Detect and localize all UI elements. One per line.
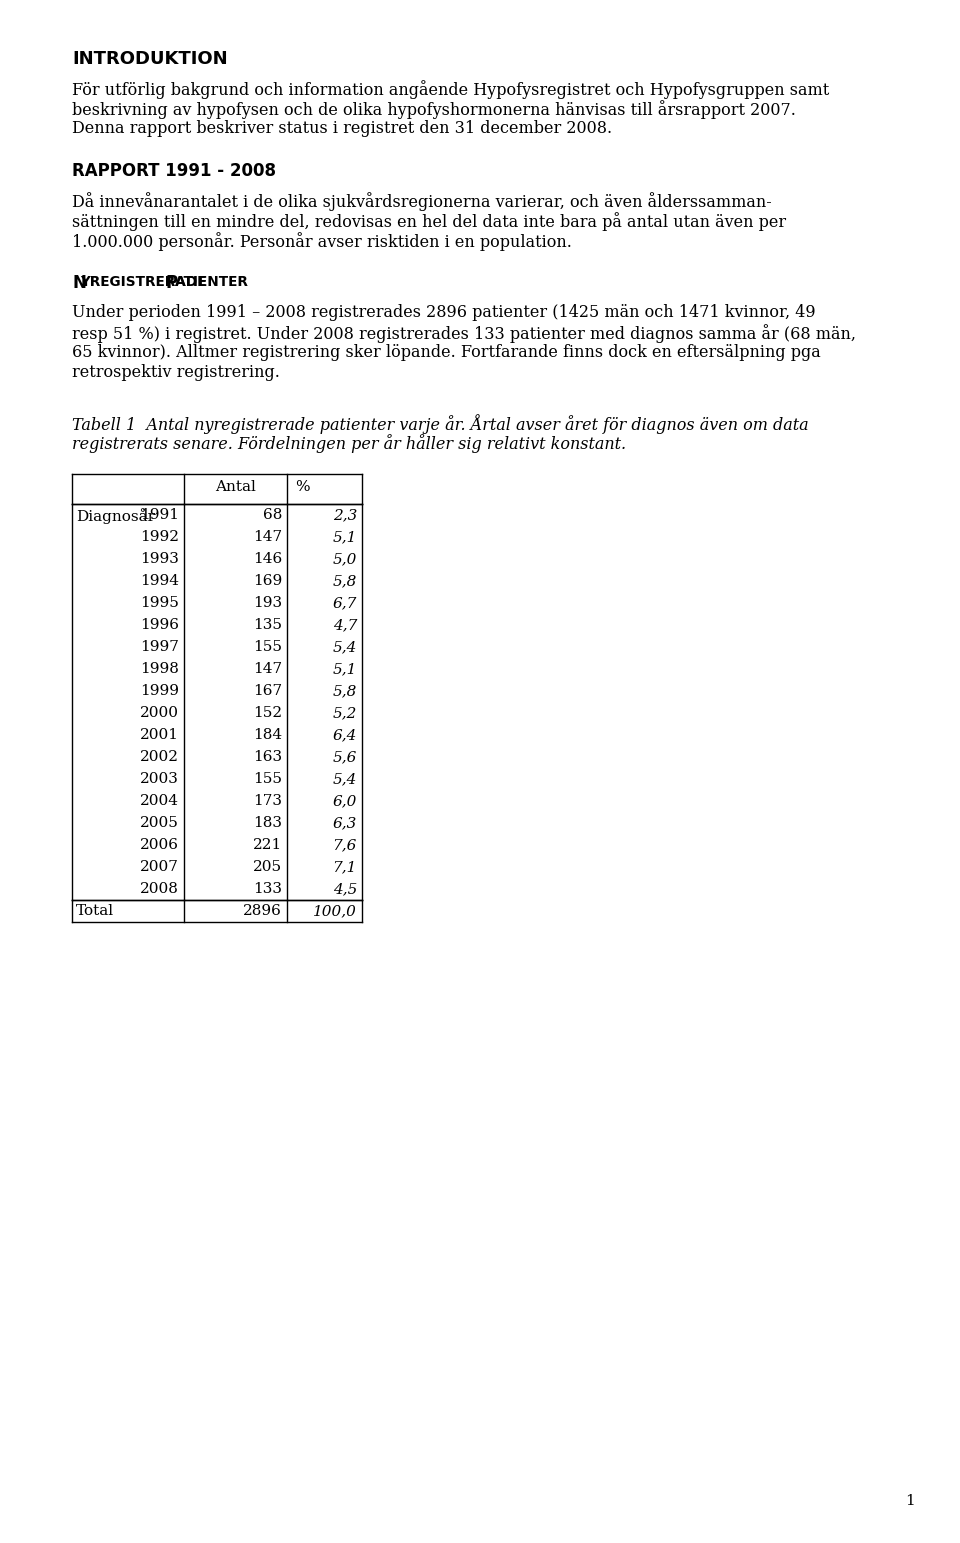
Text: 7,1: 7,1 (332, 859, 357, 873)
Text: 2007: 2007 (140, 859, 179, 873)
Text: 5,8: 5,8 (332, 684, 357, 697)
Text: 2001: 2001 (140, 728, 179, 742)
Text: 152: 152 (252, 707, 282, 721)
Text: 1996: 1996 (140, 619, 179, 633)
Text: 1998: 1998 (140, 662, 179, 676)
Text: RAPPORT 1991 - 2008: RAPPORT 1991 - 2008 (72, 162, 276, 181)
Text: 4,7: 4,7 (332, 619, 357, 633)
Text: 5,4: 5,4 (332, 772, 357, 785)
Text: Total: Total (76, 904, 114, 918)
Text: 5,1: 5,1 (332, 529, 357, 545)
Text: 1992: 1992 (140, 529, 179, 545)
Text: 1991: 1991 (140, 508, 179, 522)
Text: 5,4: 5,4 (332, 640, 357, 654)
Text: sättningen till en mindre del, redovisas en hel del data inte bara på antal utan: sättningen till en mindre del, redovisas… (72, 211, 786, 231)
Text: N: N (72, 275, 85, 292)
Text: 193: 193 (252, 596, 282, 609)
Text: 5,0: 5,0 (332, 552, 357, 566)
Text: 155: 155 (253, 640, 282, 654)
Text: 2003: 2003 (140, 772, 179, 785)
Text: 2006: 2006 (140, 838, 179, 852)
Text: 1: 1 (905, 1494, 915, 1508)
Text: resp 51 %) i registret. Under 2008 registrerades 133 patienter med diagnos samma: resp 51 %) i registret. Under 2008 regis… (72, 324, 856, 343)
Text: 65 kvinnor). Alltmer registrering sker löpande. Fortfarande finns dock en efters: 65 kvinnor). Alltmer registrering sker l… (72, 344, 821, 361)
Text: registrerats senare. Fördelningen per år håller sig relativt konstant.: registrerats senare. Fördelningen per år… (72, 434, 626, 454)
Text: 2896: 2896 (243, 904, 282, 918)
Text: 6,4: 6,4 (332, 728, 357, 742)
Text: 5,1: 5,1 (332, 662, 357, 676)
Text: beskrivning av hypofysen och de olika hypofyshormonerna hänvisas till årsrapport: beskrivning av hypofysen och de olika hy… (72, 100, 796, 119)
Text: 155: 155 (253, 772, 282, 785)
Text: Diagnosår: Diagnosår (76, 508, 155, 525)
Text: 5,8: 5,8 (332, 574, 357, 588)
Text: 2004: 2004 (140, 795, 179, 809)
Text: 6,0: 6,0 (332, 795, 357, 809)
Text: 135: 135 (253, 619, 282, 633)
Text: 2,3: 2,3 (332, 508, 357, 522)
Text: 7,6: 7,6 (332, 838, 357, 852)
Text: 2000: 2000 (140, 707, 179, 721)
Text: 184: 184 (252, 728, 282, 742)
Text: 6,3: 6,3 (332, 816, 357, 830)
Text: ATIENTER: ATIENTER (175, 275, 249, 289)
Text: retrospektiv registrering.: retrospektiv registrering. (72, 364, 280, 381)
Text: %: % (295, 480, 310, 494)
Text: 1999: 1999 (140, 684, 179, 697)
Text: 205: 205 (252, 859, 282, 873)
Text: För utförlig bakgrund och information angående Hypofysregistret och Hypofysgrupp: För utförlig bakgrund och information an… (72, 80, 829, 99)
Text: 4,5: 4,5 (332, 883, 357, 896)
Text: INTRODUKTION: INTRODUKTION (72, 49, 228, 68)
Text: 183: 183 (253, 816, 282, 830)
Text: Då innevånarantalet i de olika sjukvårdsregionerna varierar, och även ålderssamm: Då innevånarantalet i de olika sjukvårds… (72, 191, 772, 211)
Text: 2008: 2008 (140, 883, 179, 896)
Text: 2005: 2005 (140, 816, 179, 830)
Text: 1997: 1997 (140, 640, 179, 654)
Text: 1995: 1995 (140, 596, 179, 609)
Text: 146: 146 (252, 552, 282, 566)
Text: 5,2: 5,2 (332, 707, 357, 721)
Text: 1994: 1994 (140, 574, 179, 588)
Text: YREGISTRERADE: YREGISTRERADE (81, 275, 207, 289)
Text: Denna rapport beskriver status i registret den 31 december 2008.: Denna rapport beskriver status i registr… (72, 120, 612, 137)
Text: 2002: 2002 (140, 750, 179, 764)
Text: 6,7: 6,7 (332, 596, 357, 609)
Text: 221: 221 (252, 838, 282, 852)
Text: P: P (166, 275, 178, 292)
Text: 100,0: 100,0 (313, 904, 357, 918)
Text: 147: 147 (252, 662, 282, 676)
Text: Antal: Antal (215, 480, 256, 494)
Text: 167: 167 (252, 684, 282, 697)
Text: Tabell 1  Antal nyregistrerade patienter varje år. Årtal avser året för diagnos : Tabell 1 Antal nyregistrerade patienter … (72, 414, 808, 434)
Text: 1993: 1993 (140, 552, 179, 566)
Text: 1.000.000 personår. Personår avser risktiden i en population.: 1.000.000 personår. Personår avser riskt… (72, 231, 572, 252)
Text: 163: 163 (252, 750, 282, 764)
Text: 133: 133 (253, 883, 282, 896)
Text: 173: 173 (253, 795, 282, 809)
Text: 147: 147 (252, 529, 282, 545)
Text: 169: 169 (252, 574, 282, 588)
Text: 5,6: 5,6 (332, 750, 357, 764)
Text: 68: 68 (263, 508, 282, 522)
Text: Under perioden 1991 – 2008 registrerades 2896 patienter (1425 män och 1471 kvinn: Under perioden 1991 – 2008 registrerades… (72, 304, 816, 321)
